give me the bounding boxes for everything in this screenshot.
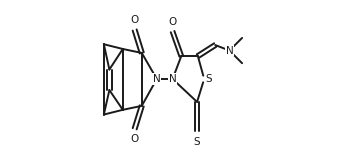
- Text: N: N: [226, 46, 233, 56]
- Text: O: O: [131, 134, 139, 143]
- Text: O: O: [131, 15, 139, 25]
- Text: S: S: [206, 74, 212, 84]
- Text: S: S: [194, 137, 200, 147]
- Text: N: N: [169, 74, 176, 84]
- Text: O: O: [169, 17, 177, 27]
- Text: N: N: [153, 74, 161, 84]
